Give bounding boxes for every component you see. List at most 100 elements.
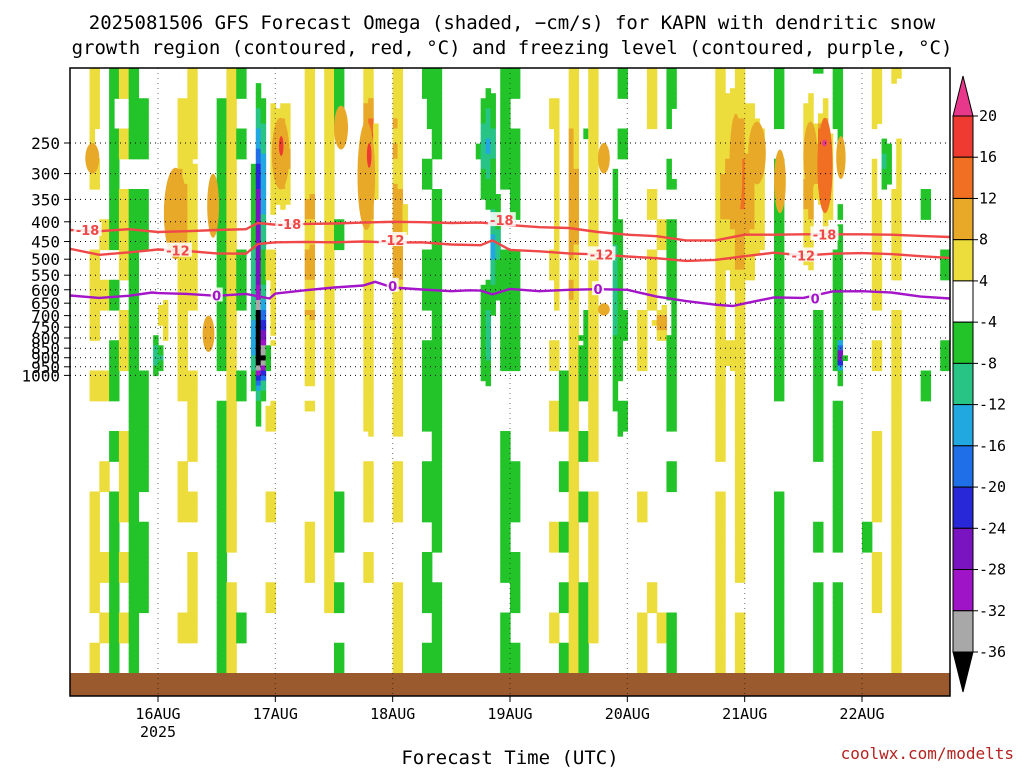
omega-cell (231, 118, 237, 125)
omega-cell (143, 405, 149, 412)
omega-cell (431, 224, 438, 230)
omega-cell (617, 431, 624, 437)
omega-cell (334, 647, 340, 654)
omega-cell (99, 572, 105, 578)
omega-cell (436, 400, 443, 407)
omega-cell (485, 304, 492, 311)
omega-cell (514, 642, 521, 649)
omega-cell (554, 259, 560, 266)
omega-cell (558, 582, 565, 588)
omega-cell (109, 592, 115, 598)
omega-cell (578, 632, 584, 639)
omega-cell (392, 183, 399, 190)
omega-cell (304, 345, 311, 351)
omega-cell (123, 153, 130, 160)
omega-cell (255, 254, 262, 261)
omega-cell (612, 340, 619, 346)
omega-cell (431, 315, 438, 321)
omega-cell (118, 481, 125, 488)
omega-cell (221, 194, 228, 200)
omega-cell (397, 103, 404, 109)
omega-cell (275, 108, 281, 114)
omega-cell (324, 385, 330, 392)
omega-cell (392, 380, 399, 387)
omega-cell (221, 113, 228, 120)
omega-cell (436, 199, 443, 205)
omega-cell (651, 249, 658, 256)
omega-cell (304, 259, 311, 266)
omega-cell (612, 259, 619, 266)
omega-cell (500, 360, 506, 367)
omega-cell (363, 249, 369, 256)
omega-cell (260, 264, 267, 271)
omega-cell (216, 662, 223, 669)
omega-cell (216, 204, 223, 210)
omega-cell (133, 456, 140, 462)
omega-cell (231, 209, 237, 215)
omega-cell (270, 264, 276, 271)
omega-cell (666, 385, 672, 392)
omega-cell (426, 98, 433, 104)
omega-cell (270, 199, 276, 205)
omega-cell (563, 662, 570, 669)
omega-cell (500, 73, 506, 79)
omega-cell (392, 294, 399, 301)
omega-cell (143, 395, 149, 402)
omega-cell (397, 486, 404, 493)
omega-cell (216, 592, 223, 598)
omega-cell (661, 244, 668, 251)
omega-cell (500, 168, 506, 175)
omega-cell (221, 325, 228, 331)
omega-cell (422, 395, 428, 402)
omega-cell (304, 98, 311, 104)
omega-cell (192, 572, 198, 578)
omega-cell (104, 234, 110, 241)
omega-cell (397, 415, 404, 422)
omega-cell (661, 622, 668, 629)
omega-cell (133, 365, 140, 372)
omega-cell (250, 335, 257, 341)
omega-cell (637, 365, 643, 372)
omega-cell (392, 153, 399, 160)
omega-cell (260, 123, 267, 130)
omega-cell (236, 395, 242, 402)
omega-cell (241, 269, 247, 276)
omega-cell (192, 380, 198, 387)
omega-cell (646, 123, 653, 130)
omega-cell (500, 269, 506, 276)
omega-cell (568, 244, 575, 251)
omega-cell (226, 249, 232, 256)
omega-cell (368, 420, 374, 427)
omega-cell (392, 199, 399, 205)
omega-cell (329, 138, 335, 145)
omega-cell (573, 521, 580, 528)
omega-cell (143, 431, 149, 437)
omega-cell (118, 360, 125, 367)
omega-cell (436, 410, 443, 417)
omega-cell (94, 516, 100, 523)
omega-cell (304, 531, 311, 538)
omega-cell (143, 466, 149, 472)
omega-cell (642, 496, 648, 503)
omega-cell (109, 536, 115, 543)
omega-cell (114, 446, 120, 452)
omega-cell (661, 330, 668, 336)
omega-cell (422, 93, 428, 99)
omega-cell (480, 350, 487, 356)
omega-cell (226, 68, 232, 74)
omega-cell (187, 587, 193, 593)
omega-cell (573, 380, 580, 387)
omega-cell (397, 264, 404, 271)
omega-cell (646, 113, 653, 120)
omega-cell (187, 254, 193, 261)
omega-cell (216, 183, 223, 190)
omega-cell (431, 607, 438, 614)
omega-cell (123, 335, 130, 341)
omega-cell (231, 587, 237, 593)
omega-cell (500, 652, 506, 659)
omega-cell (143, 546, 149, 553)
omega-cell (671, 239, 677, 246)
omega-cell (89, 254, 96, 261)
omega-cell (510, 320, 516, 326)
omega-cell (500, 340, 506, 346)
